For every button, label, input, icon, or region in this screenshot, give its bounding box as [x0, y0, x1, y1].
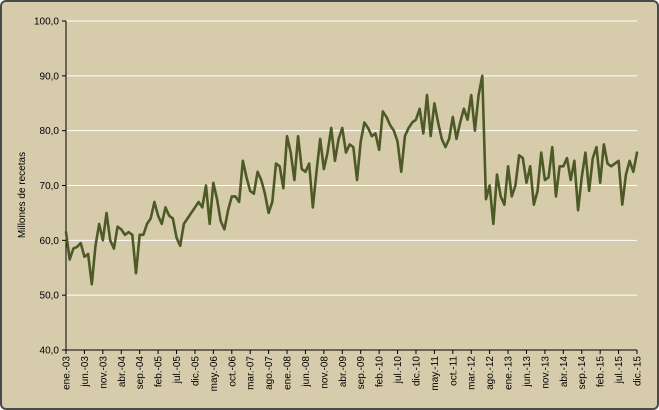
x-tick-label: may.-06	[209, 356, 220, 392]
x-tick-label: abr.-14	[559, 356, 570, 388]
x-tick-label: jun.-03	[80, 356, 91, 388]
x-tick-label: dic.-05	[190, 356, 201, 386]
x-tick-label: ago.-07	[264, 356, 275, 390]
series-layer	[64, 74, 639, 286]
x-tick-label: ene.-03	[62, 356, 73, 390]
y-axis-label: Millones de recetas	[17, 152, 28, 238]
x-axis-ticks: ene.-03 jun.-03 nov.-03 abr.-04 sep.-04 feb.-…	[62, 350, 644, 391]
x-tick-label: ago.-12	[485, 356, 496, 390]
x-tick-label: may.-11	[430, 356, 441, 391]
series-line	[64, 74, 639, 286]
y-tick-label: 40,0	[40, 346, 60, 357]
y-tick-label: 50,0	[40, 291, 60, 302]
x-tick-label: mar.-12	[467, 356, 478, 390]
x-tick-label: feb.-15	[596, 356, 607, 388]
x-tick-label: jun.-08	[301, 356, 312, 388]
y-tick-label: 90,0	[40, 71, 60, 82]
y-axis-ticks: 40,0 50,0 60,0 70,0 80,0 90,0 100,0	[34, 17, 66, 357]
x-tick-label: dic.-15	[633, 356, 644, 386]
x-tick-label: jul.-15	[614, 356, 625, 385]
x-tick-label: nov.-03	[98, 356, 109, 389]
x-tick-label: sep.-09	[356, 356, 367, 390]
x-tick-label: sep.-04	[135, 356, 146, 390]
y-tick-label: 100,0	[34, 17, 59, 28]
x-tick-label: ene.-13	[504, 356, 515, 390]
x-tick-label: mar.-07	[246, 356, 257, 390]
y-tick-label: 70,0	[40, 181, 60, 192]
gridlines	[66, 20, 637, 296]
y-tick-label: 80,0	[40, 126, 60, 137]
x-tick-label: abr.-04	[117, 356, 128, 388]
x-tick-label: sep.-14	[577, 356, 588, 390]
x-tick-label: oct.-06	[227, 356, 238, 387]
x-tick-label: nov.-13	[540, 356, 551, 389]
x-tick-label: jul.-10	[393, 356, 404, 385]
x-tick-label: feb.-05	[154, 356, 165, 388]
y-tick-label: 60,0	[40, 236, 60, 247]
x-tick-label: ene.-08	[283, 356, 294, 390]
x-tick-label: dic.-10	[411, 356, 422, 386]
x-tick-label: abr.-09	[338, 356, 349, 388]
x-tick-label: nov.-08	[319, 356, 330, 389]
x-tick-label: jul.-05	[172, 356, 183, 385]
x-tick-label: jun.-13	[522, 356, 533, 388]
x-tick-label: feb.-10	[375, 356, 386, 388]
x-tick-label: oct.-11	[448, 356, 459, 386]
